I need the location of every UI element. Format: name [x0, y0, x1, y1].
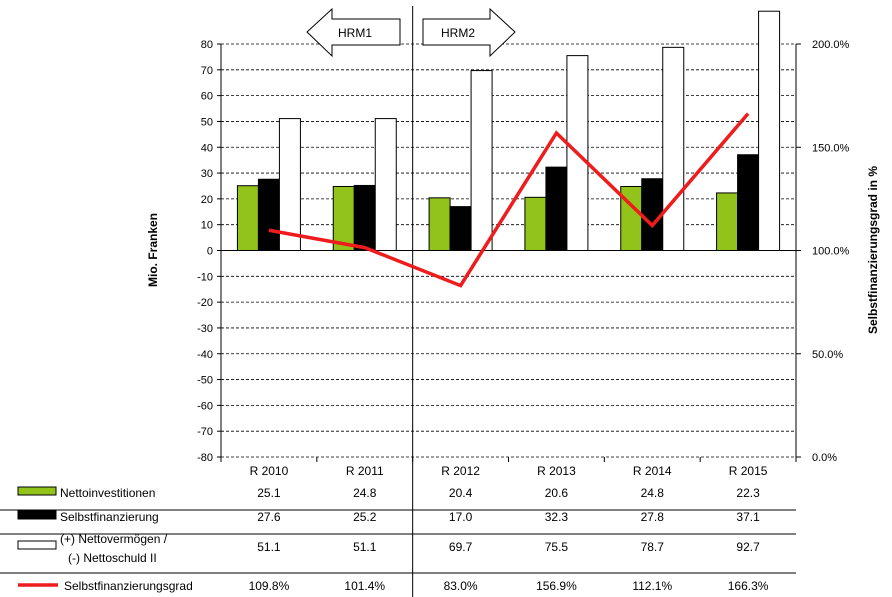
table-cell: 166.3%: [728, 579, 769, 593]
bar: [470, 70, 493, 252]
table-cell: 112.1%: [632, 579, 672, 593]
axes-layer: 80 70 60 50 40 30 20 10 0 -10 -20 -30 -40 -50 -60 -70 -8…: [197, 6, 850, 597]
legend-label: (-) Nettoschuld II: [68, 551, 157, 565]
y-tick-label: 50: [201, 116, 213, 128]
line-series: [268, 112, 750, 288]
y-tick-label: -80: [197, 452, 213, 464]
hrm2-label: HRM2: [441, 26, 475, 40]
line-layer: [268, 112, 750, 288]
table-cell: 27.6: [257, 510, 281, 524]
category-label: R 2015: [729, 464, 768, 478]
legend-swatch: [17, 486, 57, 496]
bar: [737, 154, 760, 251]
category-label: R 2010: [250, 464, 289, 478]
y-tick-label: -20: [197, 297, 213, 309]
y-tick-label: 0: [207, 246, 213, 258]
category-label: R 2013: [537, 464, 576, 478]
bar: [545, 166, 568, 251]
bar: [449, 206, 472, 251]
category-label: R 2011: [346, 464, 384, 478]
y2-tick-label: 50.0%: [812, 349, 843, 361]
bar: [257, 178, 280, 252]
y-tick-label: -30: [197, 323, 213, 335]
table-cell: 92.7: [736, 540, 760, 554]
y-tick-label: -40: [197, 349, 213, 361]
y-tick-label: 70: [201, 65, 213, 77]
table-cell: 51.1: [353, 540, 377, 554]
category-label: R 2014: [633, 464, 672, 478]
y2-tick-label: 150.0%: [812, 142, 850, 154]
table-cell: 32.3: [545, 510, 569, 524]
category-label: R 2012: [441, 464, 480, 478]
y-tick-label: 60: [201, 91, 213, 103]
bar: [662, 46, 685, 252]
y2-axis-title: Selbstfinanzierungsgrad in %: [866, 166, 880, 334]
legend-label: (+) Nettovermögen /: [60, 532, 168, 546]
table-cell: 83.0%: [444, 579, 478, 593]
legend-label: Nettoinvestitionen: [60, 486, 155, 500]
legend-label: Selbstfinanzierung: [60, 510, 159, 524]
table-cell: 51.1: [257, 540, 281, 554]
data-table: R 2010 R 2011 R 2012 R 2013 R 2014 R 2015 Nett…: [0, 464, 796, 593]
y-tick-label: -60: [197, 400, 213, 412]
table-cell: 75.5: [545, 540, 569, 554]
table-cell: 25.2: [353, 510, 377, 524]
table-cell: 20.6: [545, 486, 569, 500]
table-cell: 78.7: [641, 540, 665, 554]
y-tick-label: 10: [201, 220, 213, 232]
legend-swatch: [17, 510, 57, 520]
y2-tick-label: 200.0%: [812, 39, 850, 51]
y-tick-label: -70: [197, 426, 213, 438]
table-cell: 69.7: [449, 540, 473, 554]
table-cell: 17.0: [449, 510, 473, 524]
y-tick-label: -10: [197, 271, 213, 283]
table-cell: 22.3: [736, 486, 760, 500]
table-cell: 25.1: [257, 486, 281, 500]
legend-label: Selbstfinanzierungsgrad: [64, 579, 193, 593]
bar: [236, 185, 259, 252]
y-tick-label: 40: [201, 142, 213, 154]
bar: [374, 118, 397, 251]
table-cell: 156.9%: [536, 579, 577, 593]
bar: [524, 196, 547, 251]
table-cell: 27.8: [641, 510, 665, 524]
hrm1-arrow: [306, 7, 401, 58]
bars-layer: [236, 10, 781, 252]
y-tick-label: -50: [197, 375, 213, 387]
table-cell: 101.4%: [344, 579, 385, 593]
y-tick-label: 20: [201, 194, 213, 206]
y2-tick-label: 0.0%: [812, 452, 837, 464]
y2-tick-label: 100.0%: [812, 246, 850, 258]
bar: [428, 197, 451, 251]
table-cell: 24.8: [641, 486, 665, 500]
bar: [353, 184, 376, 251]
hrm1-label: HRM1: [338, 26, 372, 40]
table-cell: 37.1: [736, 510, 760, 524]
hrm2-arrow: [422, 7, 516, 58]
annotation-layer: HRM1 HRM2: [306, 7, 516, 58]
legend-swatch: [17, 540, 57, 550]
table-cell: 109.8%: [249, 579, 290, 593]
y-tick-label: 30: [201, 168, 213, 180]
table-cell: 24.8: [353, 486, 377, 500]
bar: [758, 10, 781, 252]
bar: [278, 118, 301, 251]
bar: [716, 192, 739, 251]
y-tick-label: 80: [201, 39, 213, 51]
table-cell: 20.4: [449, 486, 473, 500]
y-axis-title: Mio. Franken: [146, 213, 160, 287]
